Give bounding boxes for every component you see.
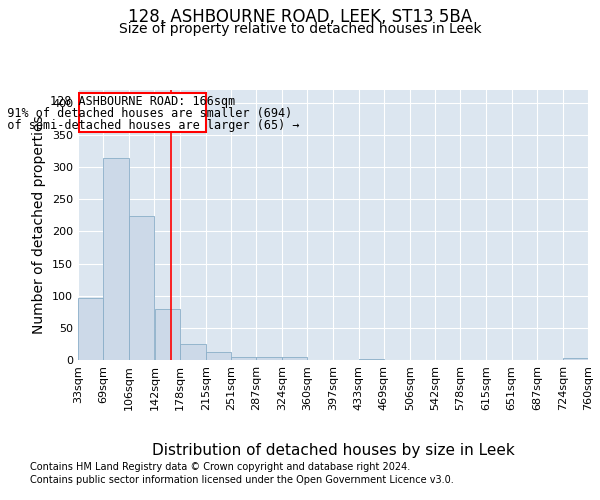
- Text: Distribution of detached houses by size in Leek: Distribution of detached houses by size …: [152, 442, 514, 458]
- Bar: [563, 358, 588, 360]
- Bar: [155, 308, 179, 360]
- Text: Size of property relative to detached houses in Leek: Size of property relative to detached ho…: [119, 22, 481, 36]
- Bar: [180, 344, 206, 360]
- Bar: [129, 216, 154, 360]
- Bar: [231, 357, 256, 360]
- FancyBboxPatch shape: [79, 93, 206, 132]
- Text: Contains HM Land Registry data © Crown copyright and database right 2024.: Contains HM Land Registry data © Crown c…: [30, 462, 410, 472]
- Bar: [103, 158, 129, 360]
- Text: Contains public sector information licensed under the Open Government Licence v3: Contains public sector information licen…: [30, 475, 454, 485]
- Text: 128, ASHBOURNE ROAD, LEEK, ST13 5BA: 128, ASHBOURNE ROAD, LEEK, ST13 5BA: [128, 8, 472, 26]
- Bar: [282, 357, 307, 360]
- Text: 9% of semi-detached houses are larger (65) →: 9% of semi-detached houses are larger (6…: [0, 119, 299, 132]
- Bar: [256, 357, 282, 360]
- Bar: [78, 298, 103, 360]
- Y-axis label: Number of detached properties: Number of detached properties: [32, 116, 46, 334]
- Bar: [206, 352, 231, 360]
- Text: 128 ASHBOURNE ROAD: 166sqm: 128 ASHBOURNE ROAD: 166sqm: [50, 95, 236, 108]
- Text: ← 91% of detached houses are smaller (694): ← 91% of detached houses are smaller (69…: [0, 107, 293, 120]
